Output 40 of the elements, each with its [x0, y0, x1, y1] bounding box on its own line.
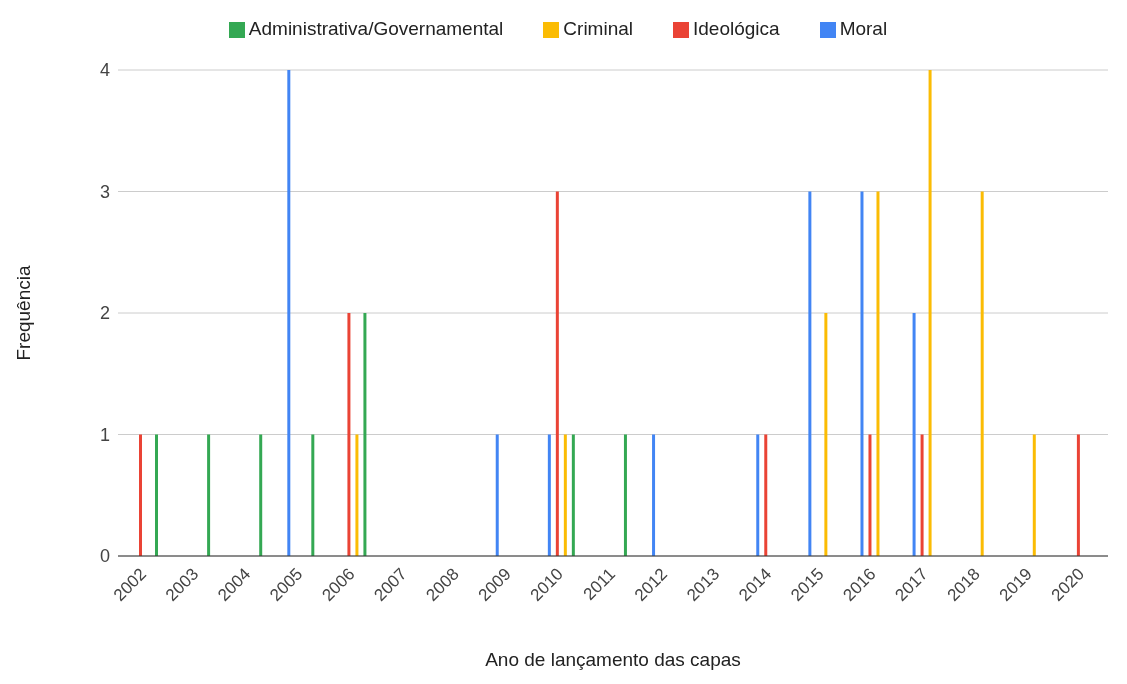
bar: [824, 313, 828, 556]
bar: [347, 313, 351, 556]
bar: [259, 434, 263, 556]
bar: [623, 434, 627, 556]
y-tick-label: 2: [99, 303, 110, 324]
y-tick-label: 4: [99, 60, 110, 81]
bar: [495, 434, 499, 556]
y-tick-label: 0: [99, 546, 110, 567]
y-tick-label: 3: [99, 181, 110, 202]
y-tick-label: 1: [99, 424, 110, 445]
bar: [547, 434, 551, 556]
legend-label: Moral: [839, 18, 888, 39]
bar: [1032, 434, 1036, 556]
legend-label: Criminal: [563, 18, 634, 39]
bar: [139, 434, 142, 556]
bar: [920, 434, 924, 556]
bar: [652, 434, 656, 556]
y-axis-title: Frequência: [12, 265, 34, 361]
bar: [764, 434, 768, 556]
bar: [355, 434, 359, 556]
legend-label: Administrativa/Governamental: [248, 18, 504, 39]
bar: [868, 434, 872, 556]
bar: [860, 191, 864, 556]
bar: [207, 434, 211, 556]
bar: [571, 434, 575, 556]
bar: [876, 191, 880, 556]
x-axis-title: Ano de lançamento das capas: [485, 649, 741, 670]
bar: [287, 70, 291, 556]
bar: [928, 70, 932, 556]
bar: [563, 434, 567, 556]
legend-label: Ideológica: [693, 18, 780, 39]
bar: [155, 434, 158, 556]
bar: [808, 191, 812, 556]
bar: [756, 434, 760, 556]
bar: [1076, 434, 1080, 556]
bar: [980, 191, 984, 556]
bar: [912, 313, 916, 556]
bar: [363, 313, 367, 556]
bar: [311, 434, 315, 556]
bar: [555, 191, 559, 556]
